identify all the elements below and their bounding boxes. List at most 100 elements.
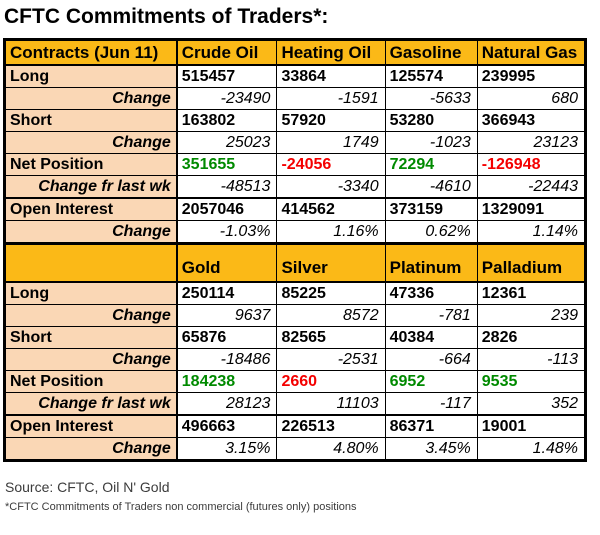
value-cell: 86371 <box>384 414 478 438</box>
value-cell: -5633 <box>384 87 478 110</box>
value-cell: -22443 <box>476 175 587 199</box>
value-cell: 515457 <box>176 64 278 88</box>
value-cell: 2660 <box>276 370 386 393</box>
table-row: Change 9637 8572 -781 239 <box>3 304 587 327</box>
footnote-text: *CFTC Commitments of Traders non commerc… <box>5 501 357 513</box>
value-cell: 72294 <box>384 153 478 176</box>
row-label: Open Interest <box>3 197 178 221</box>
value-cell: 352 <box>476 392 587 416</box>
row-label: Short <box>3 109 178 132</box>
section-corner-cell <box>3 242 178 283</box>
table-row: Change fr last wk -48513 -3340 -4610 -22443 <box>3 175 587 199</box>
value-cell: -781 <box>384 304 478 327</box>
row-label: Change <box>3 87 178 110</box>
value-cell: 351655 <box>176 153 278 176</box>
value-cell: 12361 <box>476 281 587 305</box>
table-row: Change 25023 1749 -1023 23123 <box>3 131 587 154</box>
value-cell: 2826 <box>476 326 587 349</box>
value-cell: 2057046 <box>176 197 278 221</box>
value-cell: 4.80% <box>276 437 386 461</box>
value-cell: 53280 <box>384 109 478 132</box>
value-cell: -1.03% <box>176 220 278 244</box>
value-cell: 19001 <box>476 414 587 438</box>
value-cell: 414562 <box>276 197 386 221</box>
table-row: Short 163802 57920 53280 366943 <box>3 109 587 132</box>
value-cell: 1.14% <box>476 220 587 244</box>
table-row: Net Position 184238 2660 6952 9535 <box>3 370 587 393</box>
value-cell: -3340 <box>276 175 386 199</box>
row-label: Long <box>3 64 178 88</box>
table-row: Open Interest 496663 226513 86371 19001 <box>3 414 587 438</box>
column-header-silver: Silver <box>276 242 386 283</box>
value-cell: 366943 <box>476 109 587 132</box>
value-cell: 25023 <box>176 131 278 154</box>
value-cell: 239995 <box>476 64 587 88</box>
value-cell: 163802 <box>176 109 278 132</box>
value-cell: 496663 <box>176 414 278 438</box>
value-cell: 3.45% <box>384 437 478 461</box>
value-cell: 9535 <box>476 370 587 393</box>
cot-table: Contracts (Jun 11) Crude Oil Heating Oil Ga… <box>3 38 587 462</box>
column-header-natural-gas: Natural Gas <box>476 39 587 66</box>
value-cell: 11103 <box>276 392 386 416</box>
value-cell: 23123 <box>476 131 587 154</box>
column-header-gold: Gold <box>176 242 278 283</box>
value-cell: 28123 <box>176 392 278 416</box>
page-title: CFTC Commitments of Traders*: <box>4 5 329 28</box>
table-row: Net Position 351655 -24056 72294 -126948 <box>3 153 587 176</box>
row-label: Open Interest <box>3 414 178 438</box>
value-cell: 47336 <box>384 281 478 305</box>
page: CFTC Commitments of Traders*: Contracts … <box>3 5 600 513</box>
value-cell: -23490 <box>176 87 278 110</box>
value-cell: 65876 <box>176 326 278 349</box>
table-row: Change fr last wk 28123 11103 -117 352 <box>3 392 587 416</box>
row-label: Net Position <box>3 153 178 176</box>
table-row: Change 3.15% 4.80% 3.45% 1.48% <box>3 437 587 461</box>
column-header-heating-oil: Heating Oil <box>276 39 386 66</box>
value-cell: -113 <box>476 348 587 371</box>
row-label: Change <box>3 437 178 461</box>
value-cell: 226513 <box>276 414 386 438</box>
value-cell: 680 <box>476 87 587 110</box>
table-row: Change -23490 -1591 -5633 680 <box>3 87 587 110</box>
value-cell: -48513 <box>176 175 278 199</box>
row-label: Short <box>3 326 178 349</box>
value-cell: 9637 <box>176 304 278 327</box>
source-text: Source: CFTC, Oil N' Gold <box>5 479 170 495</box>
value-cell: 85225 <box>276 281 386 305</box>
row-label: Change <box>3 348 178 371</box>
value-cell: -18486 <box>176 348 278 371</box>
section-corner-cell: Contracts (Jun 11) <box>3 39 178 66</box>
section-header-row: Contracts (Jun 11) Crude Oil Heating Oil Ga… <box>3 39 587 66</box>
table-row: Long 250114 85225 47336 12361 <box>3 281 587 305</box>
row-label: Change <box>3 220 178 244</box>
row-label: Net Position <box>3 370 178 393</box>
value-cell: 1.48% <box>476 437 587 461</box>
table-row: Short 65876 82565 40384 2826 <box>3 326 587 349</box>
value-cell: 373159 <box>384 197 478 221</box>
cot-table-body: Contracts (Jun 11) Crude Oil Heating Oil Ga… <box>3 39 587 461</box>
value-cell: 250114 <box>176 281 278 305</box>
value-cell: -24056 <box>276 153 386 176</box>
value-cell: 1749 <box>276 131 386 154</box>
footer: Source: CFTC, Oil N' Gold *CFTC Commitme… <box>5 479 600 513</box>
value-cell: 3.15% <box>176 437 278 461</box>
table-row: Change -1.03% 1.16% 0.62% 1.14% <box>3 220 587 244</box>
value-cell: 40384 <box>384 326 478 349</box>
column-header-palladium: Palladium <box>476 242 587 283</box>
row-label: Change fr last wk <box>3 392 178 416</box>
value-cell: 1.16% <box>276 220 386 244</box>
row-label: Change <box>3 304 178 327</box>
value-cell: 82565 <box>276 326 386 349</box>
value-cell: 125574 <box>384 64 478 88</box>
row-label: Long <box>3 281 178 305</box>
value-cell: 0.62% <box>384 220 478 244</box>
value-cell: 184238 <box>176 370 278 393</box>
value-cell: -126948 <box>476 153 587 176</box>
value-cell: 57920 <box>276 109 386 132</box>
row-label: Change fr last wk <box>3 175 178 199</box>
value-cell: -1023 <box>384 131 478 154</box>
value-cell: -117 <box>384 392 478 416</box>
value-cell: 33864 <box>276 64 386 88</box>
value-cell: -4610 <box>384 175 478 199</box>
